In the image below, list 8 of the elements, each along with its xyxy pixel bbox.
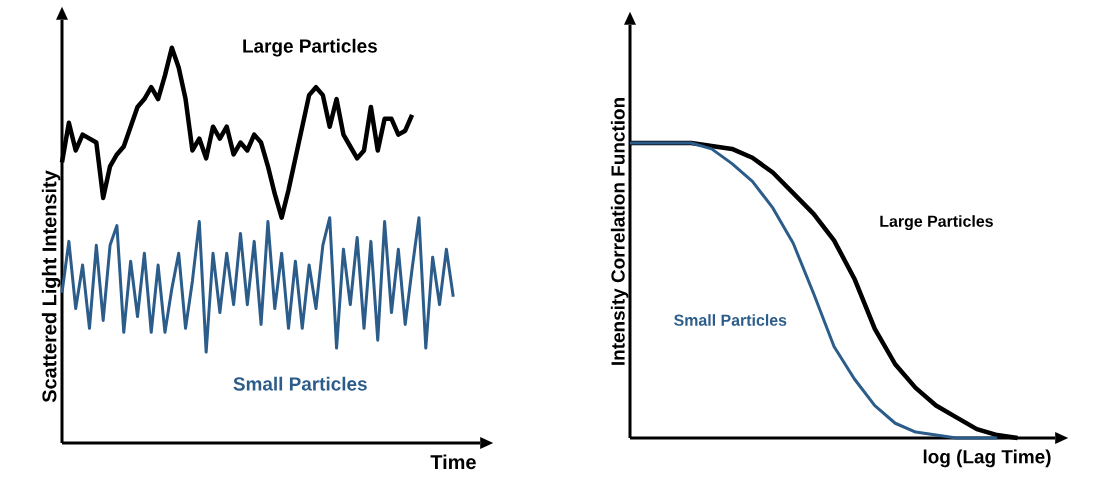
x-axis-title: Time <box>430 454 476 470</box>
text: Small Particles <box>674 314 787 326</box>
y-axis-title: Scattered Light Intensity <box>41 170 61 403</box>
text: Large Particles <box>243 38 377 57</box>
text: Large Particles <box>880 215 993 231</box>
x-axis-title: log (Lag Time) <box>923 449 1051 468</box>
y-axis-title: Intensity Correlation Function <box>610 98 629 365</box>
series-label: Small Particles <box>233 376 367 391</box>
